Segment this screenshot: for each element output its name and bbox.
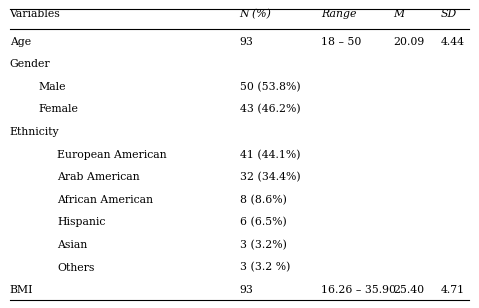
Text: 4.44: 4.44 [441, 37, 465, 47]
Text: 16.26 – 35.90: 16.26 – 35.90 [321, 285, 396, 295]
Text: 3 (3.2 %): 3 (3.2 %) [240, 262, 290, 273]
Text: SD: SD [441, 9, 457, 19]
Text: Gender: Gender [10, 59, 50, 69]
Text: 25.40: 25.40 [393, 285, 424, 295]
Text: BMI: BMI [10, 285, 33, 295]
Text: Hispanic: Hispanic [57, 217, 106, 227]
Text: Male: Male [38, 82, 66, 92]
Text: 41 (44.1%): 41 (44.1%) [240, 149, 300, 160]
Text: 93: 93 [240, 37, 253, 47]
Text: 3 (3.2%): 3 (3.2%) [240, 240, 286, 250]
Text: Age: Age [10, 37, 31, 47]
Text: 8 (8.6%): 8 (8.6%) [240, 195, 286, 205]
Text: 20.09: 20.09 [393, 37, 424, 47]
Text: 18 – 50: 18 – 50 [321, 37, 361, 47]
Text: 43 (46.2%): 43 (46.2%) [240, 104, 300, 115]
Text: Variables: Variables [10, 9, 60, 19]
Text: 50 (53.8%): 50 (53.8%) [240, 82, 300, 92]
Text: Ethnicity: Ethnicity [10, 127, 59, 137]
Text: 93: 93 [240, 285, 253, 295]
Text: European American: European American [57, 150, 167, 160]
Text: African American: African American [57, 195, 153, 205]
Text: N (%): N (%) [240, 9, 272, 19]
Text: Female: Female [38, 104, 78, 115]
Text: Asian: Asian [57, 240, 88, 250]
Text: M: M [393, 9, 404, 19]
Text: Arab American: Arab American [57, 172, 140, 182]
Text: 32 (34.4%): 32 (34.4%) [240, 172, 300, 182]
Text: 6 (6.5%): 6 (6.5%) [240, 217, 286, 228]
Text: Others: Others [57, 262, 95, 273]
Text: 4.71: 4.71 [441, 285, 465, 295]
Text: Range: Range [321, 9, 356, 19]
